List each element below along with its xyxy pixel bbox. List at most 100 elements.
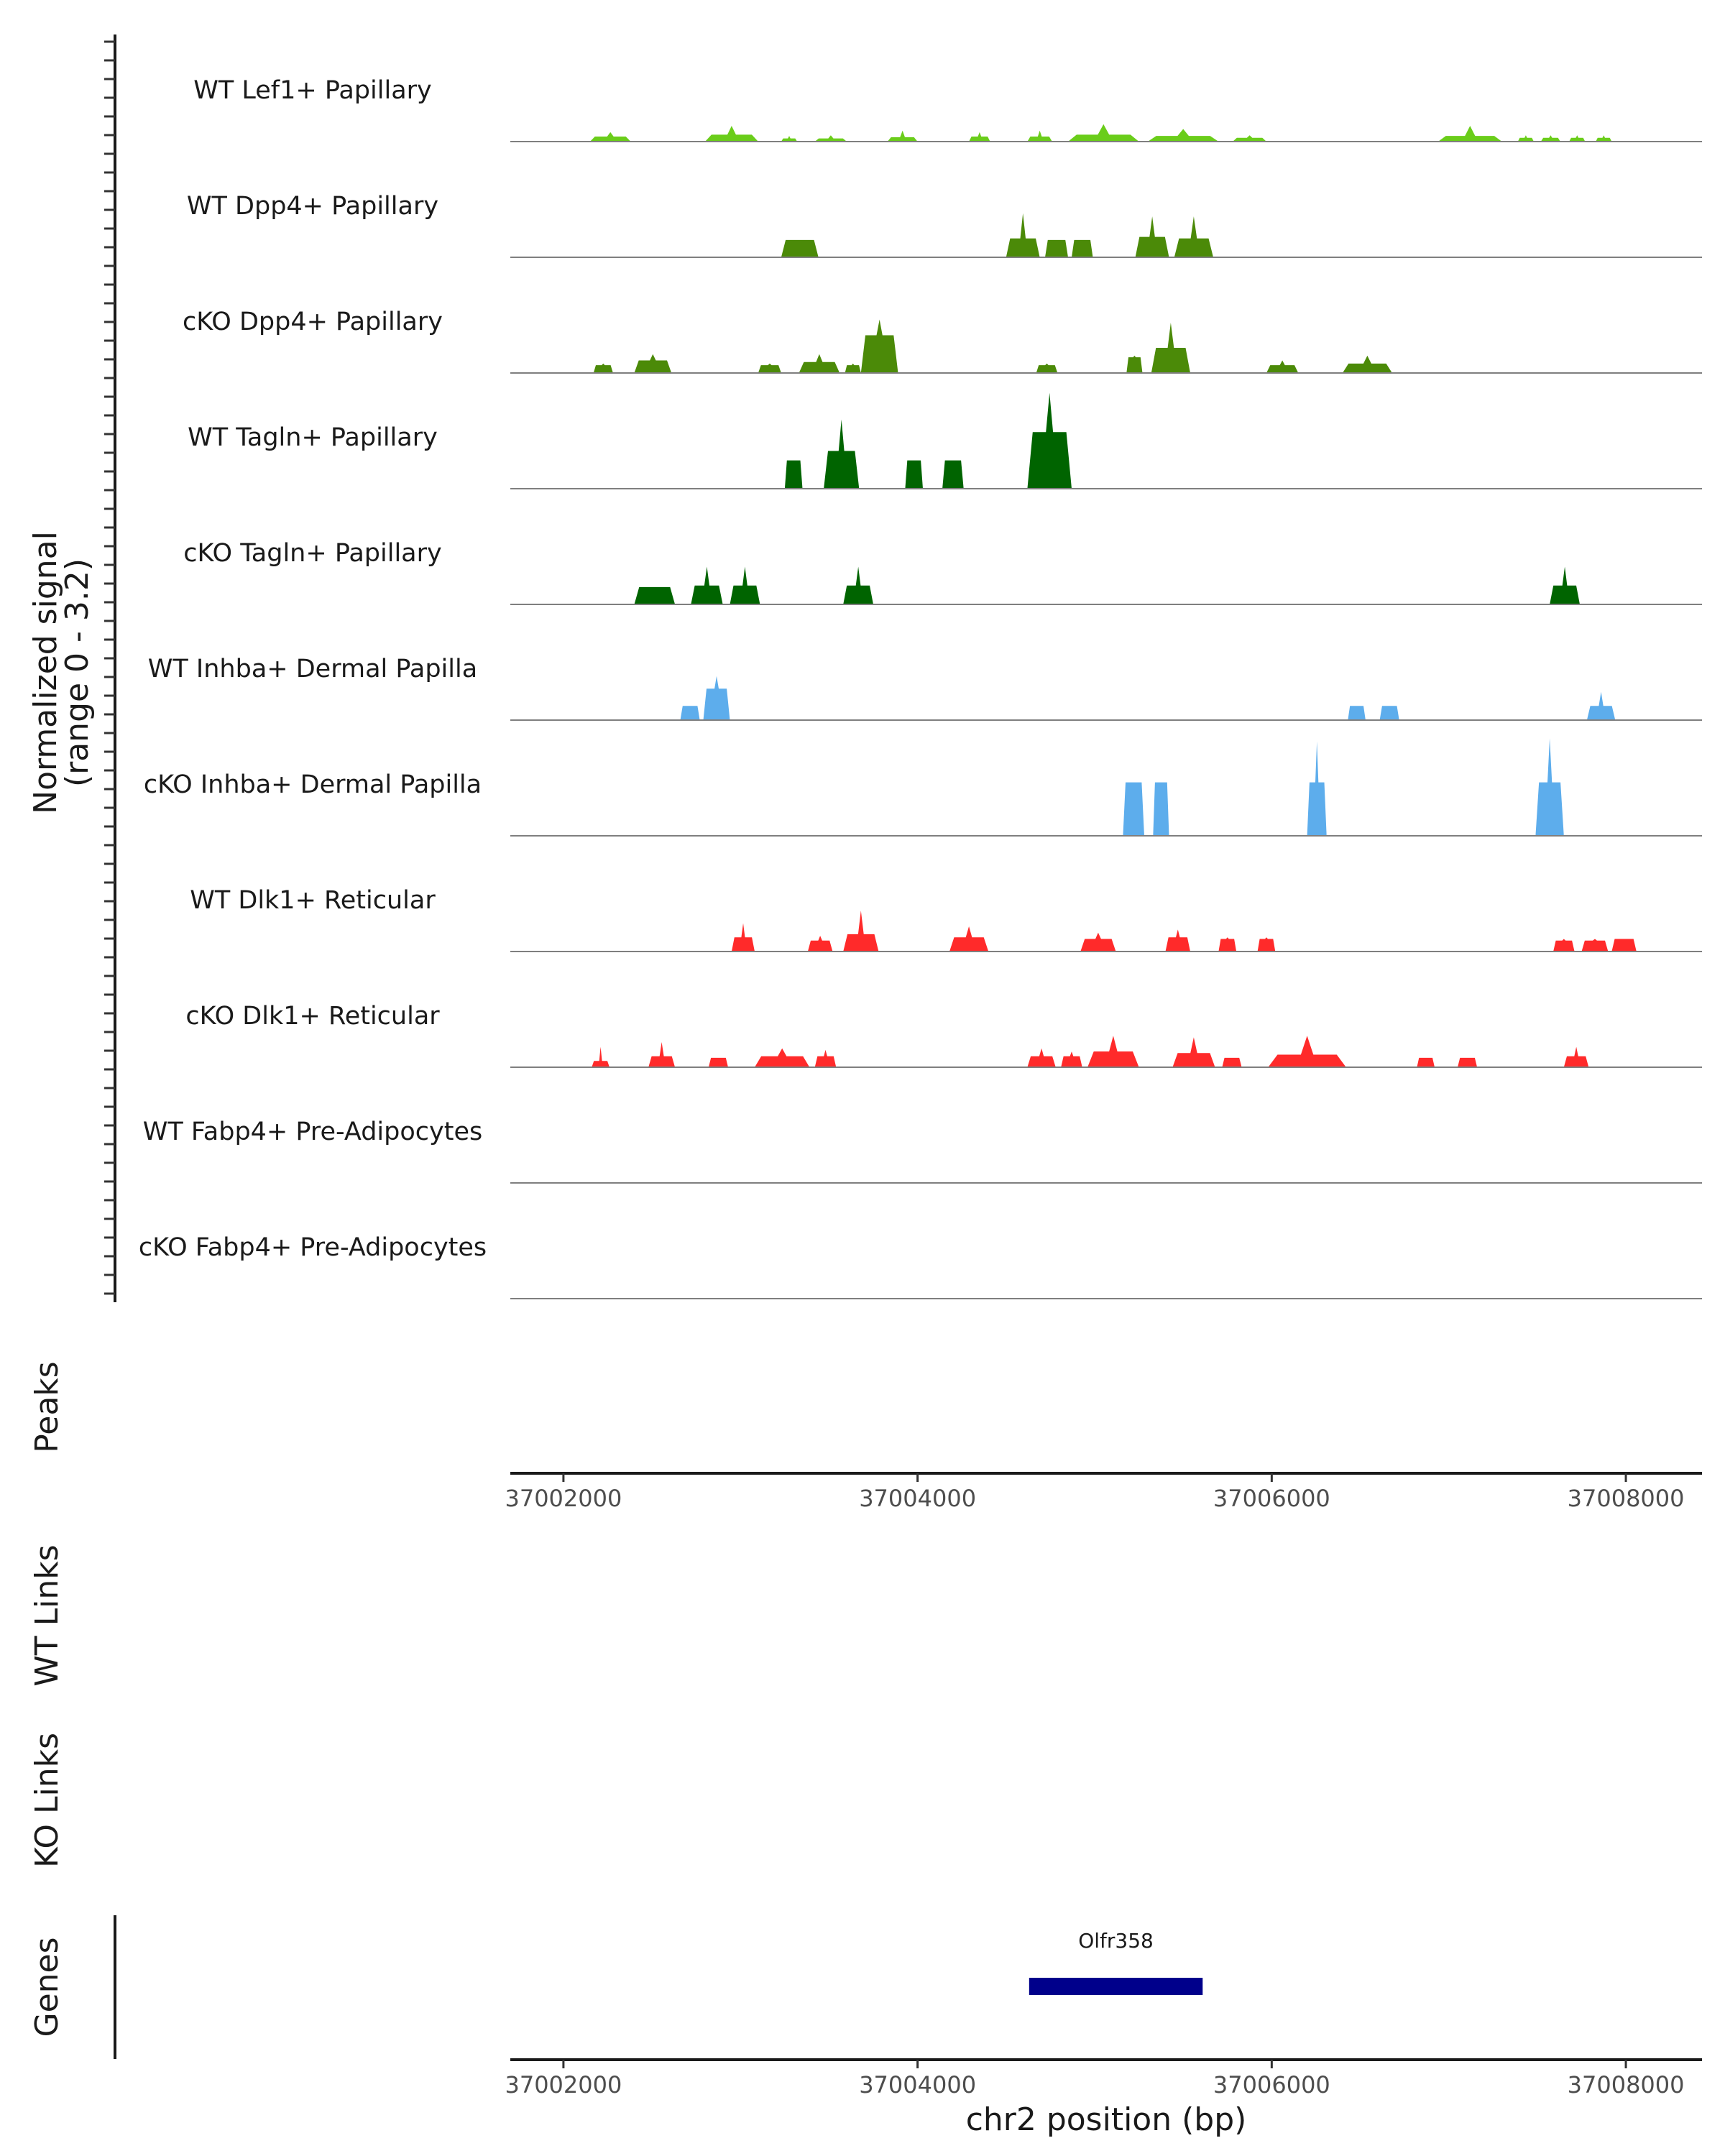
coverage-peak [814, 1049, 837, 1067]
coverage-peak [1172, 1037, 1215, 1067]
coverage-peak [843, 911, 879, 952]
x-tick-label: 37004000 [859, 2071, 976, 2099]
track: WT Inhba+ Dermal Papilla [148, 655, 1702, 721]
coverage-peak [1036, 363, 1058, 373]
coverage-peak [1266, 360, 1299, 373]
x-tick-label: 37008000 [1568, 1485, 1685, 1512]
coverage-peak [1174, 216, 1213, 257]
coverage-peak [824, 419, 860, 489]
peaks-panel-title: Peaks [29, 1361, 65, 1452]
coverage-peak [705, 126, 758, 142]
track: cKO Tagln+ Papillary [183, 539, 1702, 605]
coverage-peak [1438, 126, 1502, 142]
coverage-peak [731, 923, 755, 952]
coverage-peak [845, 363, 861, 373]
coverage-peak [648, 1042, 676, 1067]
coverage-peak [1147, 129, 1219, 142]
coverage-peak [1307, 741, 1327, 836]
coverage-peak [703, 676, 730, 720]
coverage-peak [949, 926, 989, 952]
coverage-peak [781, 136, 798, 142]
coverage-peak [1165, 929, 1190, 952]
coverage-peak [593, 363, 613, 373]
coverage-peak [691, 566, 723, 604]
coverage-peak [1027, 392, 1072, 489]
gene-track: Olfr358 [1029, 1929, 1203, 1995]
coverage-peak [799, 354, 840, 373]
coverage-peak [1563, 1046, 1589, 1067]
coverage-peak [1417, 1057, 1435, 1067]
gene-label: Olfr358 [1078, 1929, 1154, 1953]
coverage-peak [1535, 738, 1564, 836]
coverage-peak [1123, 782, 1144, 836]
track-label: cKO Dlk1+ Reticular [185, 1002, 440, 1031]
coverage-peak [1126, 355, 1143, 373]
coverage-peak [1072, 239, 1093, 257]
signal-y-ticks [104, 40, 115, 1295]
coverage-peak [1153, 782, 1169, 836]
x-tick-label: 37006000 [1213, 1485, 1330, 1512]
coverage-peak [589, 132, 631, 142]
ko-links-panel-title: KO Links [29, 1733, 65, 1868]
track: cKO Inhba+ Dermal Papilla [144, 738, 1702, 837]
gene-body [1029, 1978, 1203, 1995]
x-tick-label: 37002000 [505, 1485, 622, 1512]
coverage-peak [1379, 706, 1399, 720]
coverage-peak [1233, 135, 1266, 142]
track-label: cKO Dpp4+ Papillary [183, 308, 443, 336]
coverage-peak [887, 130, 918, 142]
coverage-peak [755, 1048, 810, 1067]
coverage-peak [1553, 939, 1575, 952]
coverage-peak [1027, 1048, 1056, 1067]
coverage-peak [843, 566, 873, 604]
coverage-peak [1080, 932, 1116, 952]
coverage-peak [1611, 939, 1637, 952]
coverage-peak [680, 706, 700, 720]
coverage-peak [1027, 130, 1052, 142]
x-tick-label: 37002000 [505, 2071, 622, 2099]
coverage-peak [1218, 937, 1237, 952]
x-tick-label: 37006000 [1213, 2071, 1330, 2099]
x-tick-label: 37004000 [859, 1485, 976, 1512]
coverage-peak [1540, 135, 1560, 142]
track-label: WT Dpp4+ Papillary [187, 192, 438, 221]
track: WT Fabp4+ Pre-Adipocytes [143, 1118, 1702, 1184]
track: cKO Dlk1+ Reticular [185, 1002, 1702, 1068]
coverage-peak [1581, 939, 1609, 952]
track-label: WT Dlk1+ Reticular [190, 886, 436, 915]
coverage-peak [860, 319, 898, 373]
signal-axis-title-line2: (range 0 - 3.2) [59, 558, 96, 787]
coverage-peak [708, 1057, 728, 1067]
coverage-peak [942, 460, 964, 489]
track: WT Dpp4+ Papillary [187, 192, 1702, 258]
coverage-peak [592, 1046, 610, 1067]
track: WT Lef1+ Papillary [193, 76, 1702, 142]
coverage-peak [1550, 566, 1580, 604]
genes-panel-title: Genes [29, 1937, 65, 2037]
coverage-peak [905, 460, 923, 489]
coverage-peak [1257, 937, 1276, 952]
coverage-peak [1586, 691, 1616, 720]
x-axis-title: chr2 position (bp) [966, 2101, 1247, 2138]
coverage-peak [634, 354, 672, 373]
peaks-x-ticks: 37002000 37004000 37006000 37008000 [505, 1473, 1685, 1512]
track-label: cKO Fabp4+ Pre-Adipocytes [139, 1233, 487, 1262]
coverage-peak [807, 936, 833, 952]
coverage-peak [1517, 135, 1534, 142]
track: cKO Fabp4+ Pre-Adipocytes [139, 1233, 1702, 1299]
x-tick-label: 37008000 [1568, 2071, 1685, 2099]
signal-axis-title: Normalized signal (range 0 - 3.2) [27, 531, 96, 814]
coverage-peak [1087, 1036, 1139, 1067]
track-label: cKO Inhba+ Dermal Papilla [144, 770, 482, 799]
coverage-tracks: WT Lef1+ Papillary WT Dpp4+ Papillary cKO … [139, 76, 1702, 1299]
coverage-peak [1151, 323, 1190, 373]
signal-axis-title-line1: Normalized signal [27, 531, 64, 814]
coverage-peak [1268, 1036, 1346, 1067]
coverage-peak [1569, 135, 1586, 142]
coverage-peak [814, 135, 847, 142]
track-label: WT Lef1+ Papillary [193, 76, 432, 105]
coverage-peak [730, 566, 760, 604]
coverage-peak [969, 132, 990, 142]
coverage-peak [1342, 355, 1392, 373]
